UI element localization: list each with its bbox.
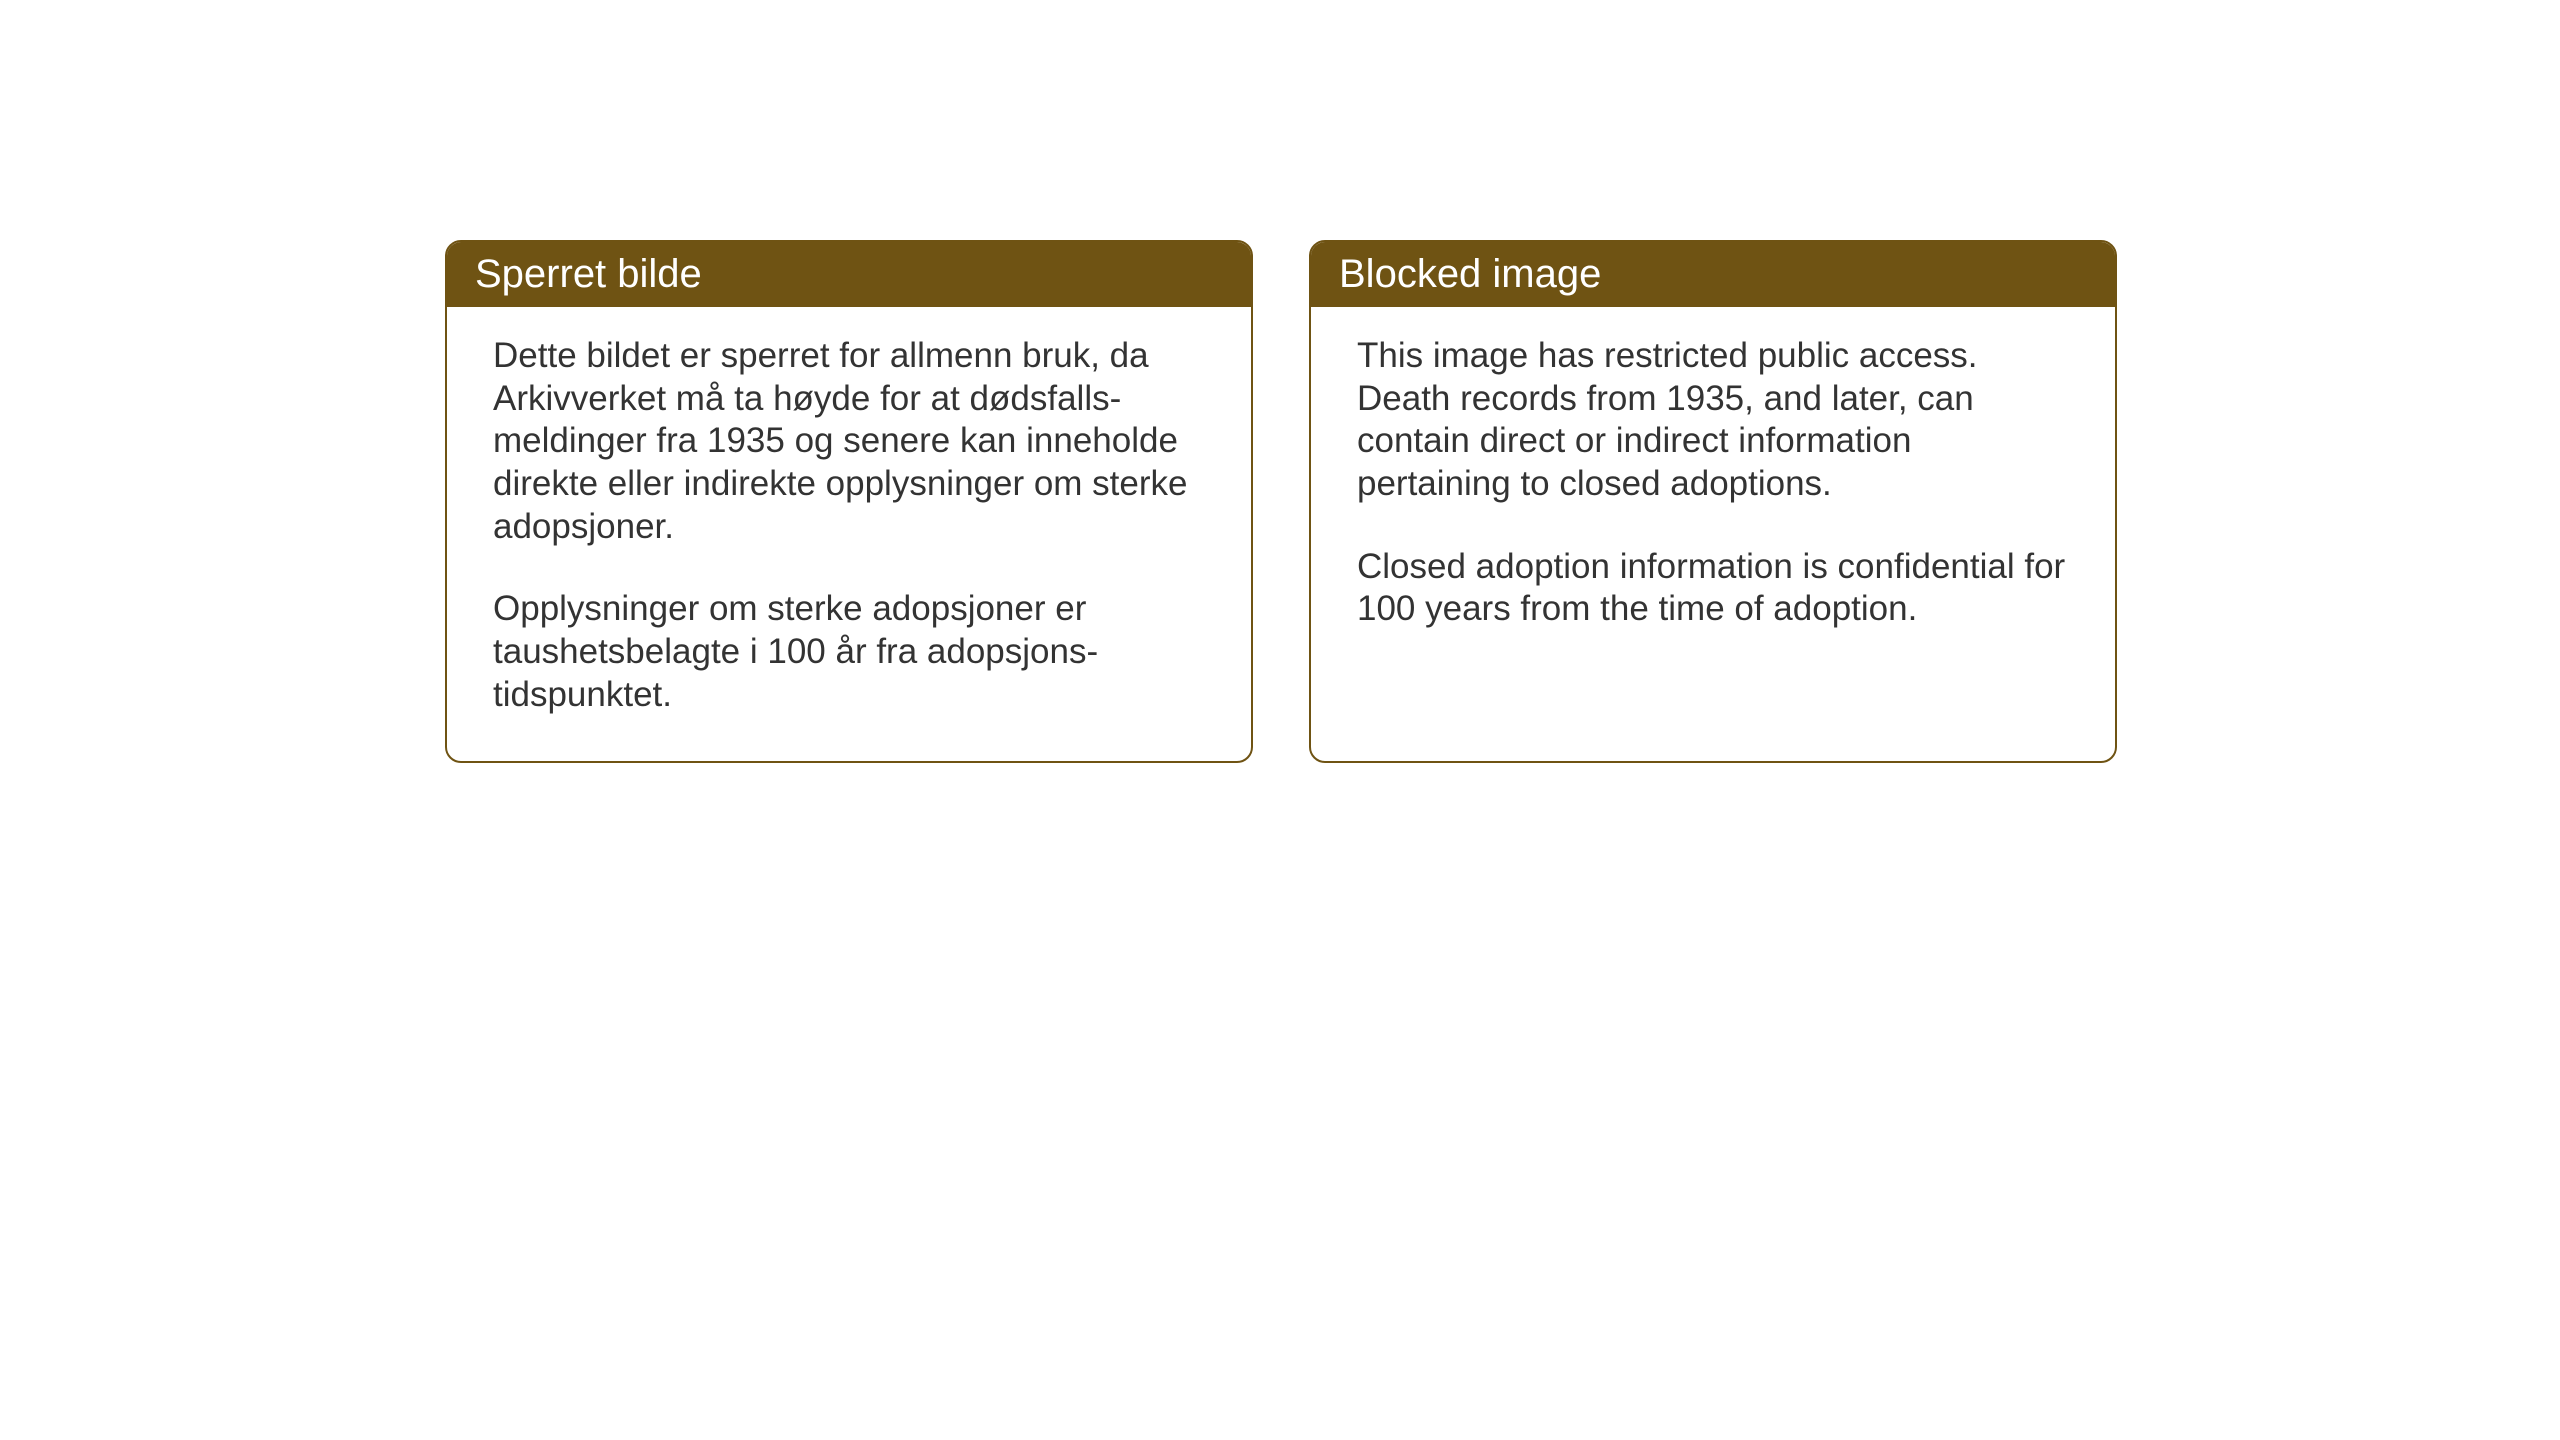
notice-paragraph-2-english: Closed adoption information is confident… [1357, 546, 2069, 631]
notice-title-english: Blocked image [1339, 252, 1601, 296]
notice-body-norwegian: Dette bildet er sperret for allmenn bruk… [447, 307, 1251, 761]
notice-card-norwegian: Sperret bilde Dette bildet er sperret fo… [445, 240, 1253, 763]
notice-header-norwegian: Sperret bilde [447, 242, 1251, 307]
notice-title-norwegian: Sperret bilde [475, 252, 702, 296]
notice-paragraph-1-norwegian: Dette bildet er sperret for allmenn bruk… [493, 335, 1205, 548]
notice-body-english: This image has restricted public access.… [1311, 307, 2115, 675]
notice-header-english: Blocked image [1311, 242, 2115, 307]
notice-paragraph-2-norwegian: Opplysninger om sterke adopsjoner er tau… [493, 588, 1205, 716]
notice-paragraph-1-english: This image has restricted public access.… [1357, 335, 2069, 506]
notice-card-english: Blocked image This image has restricted … [1309, 240, 2117, 763]
notice-container: Sperret bilde Dette bildet er sperret fo… [445, 240, 2117, 763]
